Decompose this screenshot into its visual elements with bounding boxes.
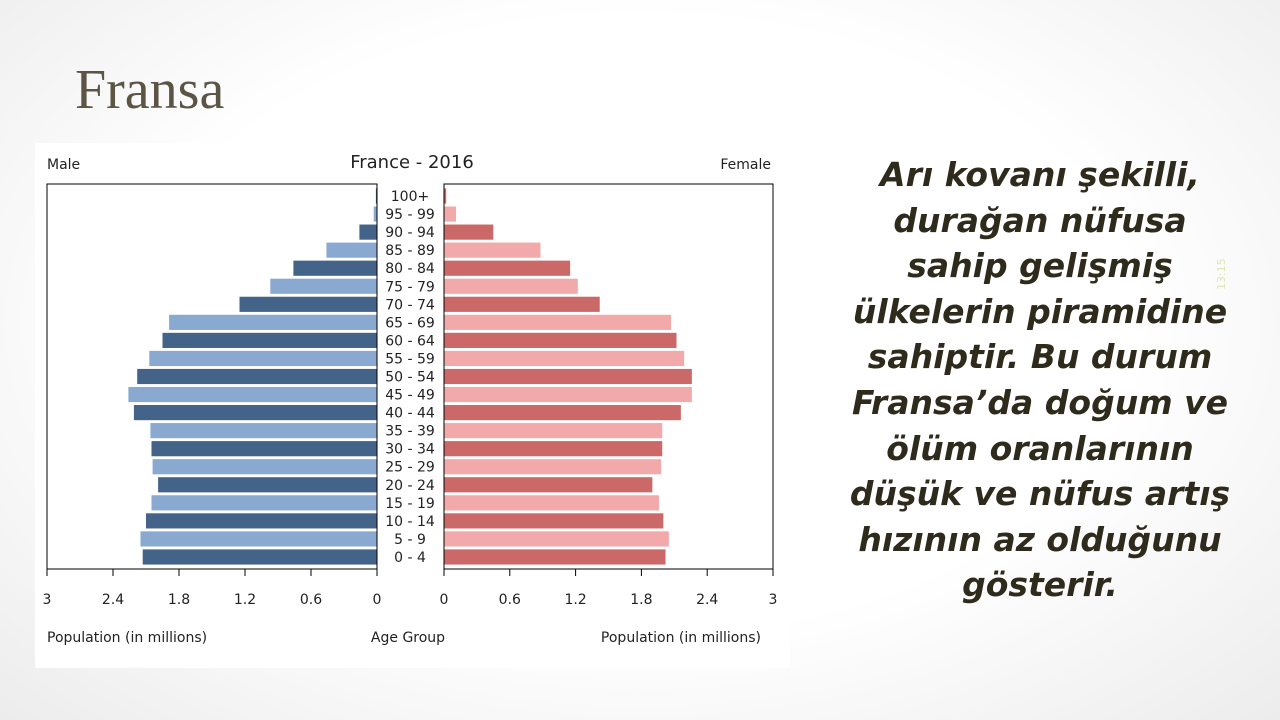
female-bar-5	[444, 278, 578, 294]
female-tick-label-5: 0	[440, 592, 449, 608]
male-tick-label-0: 3	[43, 592, 52, 608]
male-bar-12	[133, 405, 377, 421]
female-bar-10	[444, 368, 692, 385]
female-plot-frame	[443, 183, 774, 570]
male-bar-14	[151, 441, 377, 457]
age-label-0: 100+	[391, 189, 429, 205]
female-bar-1	[444, 206, 457, 222]
male-label: Male	[47, 157, 80, 173]
male-bar-6	[239, 296, 377, 312]
male-bar-0	[375, 188, 377, 204]
female-label: Female	[720, 157, 771, 173]
age-label-16: 20 - 24	[385, 478, 435, 494]
female-bar-7	[444, 314, 672, 330]
male-bar-3	[326, 242, 377, 258]
age-label-10: 50 - 54	[385, 370, 435, 386]
male-bar-1	[373, 206, 377, 222]
female-tick-label-1: 2.4	[696, 592, 718, 608]
male-plot-frame	[46, 183, 378, 570]
female-bar-16	[444, 477, 653, 493]
male-tick-label-1: 2.4	[102, 592, 124, 608]
male-bar-5	[270, 278, 377, 294]
age-label-4: 80 - 84	[385, 261, 435, 277]
female-bar-11	[444, 386, 692, 403]
age-label-12: 40 - 44	[385, 406, 435, 422]
female-bars	[444, 188, 692, 565]
female-tick-label-2: 1.8	[630, 592, 652, 608]
age-label-3: 85 - 89	[385, 243, 435, 259]
age-label-14: 30 - 34	[385, 442, 435, 458]
male-bar-10	[137, 368, 377, 385]
male-bar-20	[142, 549, 377, 565]
male-bar-8	[162, 332, 377, 348]
age-label-17: 15 - 19	[385, 496, 435, 512]
age-group-labels: 100+ 95 - 99 90 - 94 85 - 89 80 - 84 75 - 79 7…	[385, 189, 435, 566]
female-bar-20	[444, 549, 666, 565]
female-axis-label: Population (in millions)	[601, 630, 761, 646]
male-bar-2	[359, 224, 377, 240]
female-bar-14	[444, 441, 663, 457]
male-tick-label-4: 0.6	[300, 592, 322, 608]
female-bar-13	[444, 423, 663, 439]
age-label-9: 55 - 59	[385, 351, 435, 367]
female-bar-8	[444, 332, 677, 348]
male-bar-18	[146, 513, 377, 529]
male-axis-label: Population (in millions)	[47, 630, 207, 646]
female-bar-2	[444, 224, 494, 240]
female-bar-17	[444, 495, 659, 511]
female-bar-12	[444, 405, 681, 421]
male-bar-16	[158, 477, 377, 493]
age-label-13: 35 - 39	[385, 424, 435, 440]
age-label-15: 25 - 29	[385, 460, 435, 476]
male-tick-label-2: 1.8	[168, 592, 190, 608]
male-tick-label-3: 1.2	[234, 592, 256, 608]
female-bar-4	[444, 260, 571, 276]
slide-title: Fransa	[75, 59, 225, 121]
male-bar-9	[149, 350, 377, 367]
female-bar-18	[444, 513, 664, 529]
slide-time: 13:15	[1215, 258, 1228, 290]
female-bar-19	[444, 531, 669, 547]
age-label-20: 0 - 4	[394, 550, 426, 566]
male-bars	[128, 188, 377, 565]
female-bar-0	[444, 188, 447, 204]
age-label-11: 45 - 49	[385, 388, 435, 404]
age-label-5: 75 - 79	[385, 279, 435, 295]
male-axis-ticks: 3 2.4 1.8 1.2 0.6 0	[43, 569, 382, 608]
chart-title: France - 2016	[350, 152, 474, 173]
female-tick-label-0: 3	[769, 592, 778, 608]
female-bar-15	[444, 459, 662, 475]
pyramid-description: Arı kovanı şekilli, durağan nüfusa sahip…	[849, 155, 1231, 605]
age-label-19: 5 - 9	[394, 532, 426, 548]
male-bar-11	[128, 386, 377, 403]
female-bar-3	[444, 242, 541, 258]
chart-canvas: Male France - 2016 Female 100+ 95 - 99 90 …	[43, 152, 778, 646]
female-tick-label-3: 1.2	[564, 592, 586, 608]
female-tick-label-4: 0.6	[499, 592, 521, 608]
female-bar-9	[444, 350, 685, 367]
male-bar-4	[293, 260, 377, 276]
male-bar-17	[151, 495, 377, 511]
age-axis-label: Age Group	[371, 630, 445, 646]
male-bar-13	[150, 423, 377, 439]
population-pyramid-chart: Male France - 2016 Female 100+ 95 - 99 90 …	[35, 143, 790, 668]
male-tick-label-5: 0	[373, 592, 382, 608]
age-label-7: 65 - 69	[385, 315, 435, 331]
age-label-1: 95 - 99	[385, 207, 435, 223]
age-label-8: 60 - 64	[385, 333, 435, 349]
age-label-6: 70 - 74	[385, 297, 435, 313]
female-bar-6	[444, 296, 600, 312]
age-label-2: 90 - 94	[385, 225, 435, 241]
male-bar-15	[152, 459, 377, 475]
male-bar-19	[140, 531, 377, 547]
age-label-18: 10 - 14	[385, 514, 435, 530]
female-axis-ticks: 3 2.4 1.8 1.2 0.6 0	[440, 569, 778, 608]
male-bar-7	[169, 314, 377, 330]
